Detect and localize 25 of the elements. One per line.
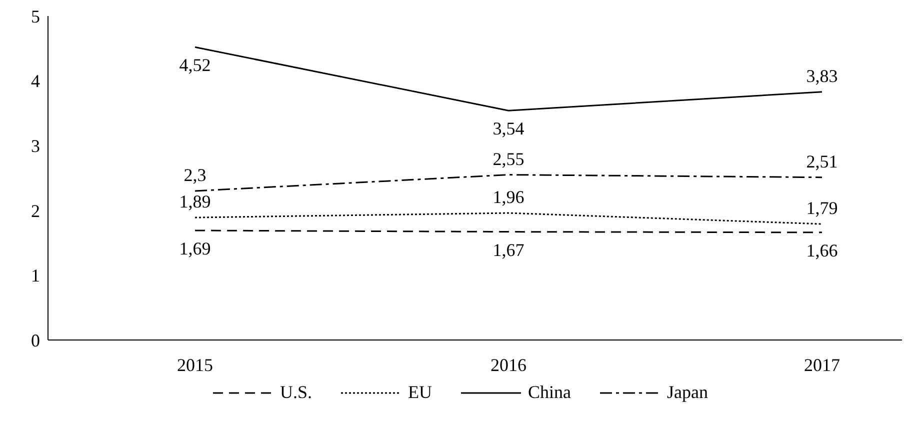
data-label: 2,3 [184, 164, 206, 185]
y-tick-label: 0 [31, 330, 40, 350]
y-tick-label: 5 [31, 6, 40, 26]
y-tick-label: 3 [31, 136, 40, 156]
data-label: 1,67 [492, 240, 524, 260]
x-tick-label: 2017 [804, 354, 840, 375]
legend-label: EU [408, 382, 432, 403]
legend-label: China [528, 382, 572, 403]
y-tick-label: 4 [31, 71, 40, 92]
data-label: 3,83 [806, 66, 838, 86]
data-label: 2,55 [492, 148, 524, 169]
data-label: 3,54 [492, 118, 524, 139]
data-label: 1,96 [492, 186, 524, 207]
data-label: 1,79 [806, 198, 838, 218]
data-label: 1,69 [179, 238, 211, 258]
legend-label: Japan [667, 382, 708, 403]
y-tick-label: 1 [31, 266, 40, 286]
data-label: 1,89 [179, 192, 211, 212]
x-tick-label: 2015 [177, 354, 213, 375]
data-label: 1,66 [806, 240, 838, 260]
data-label: 2,51 [806, 151, 838, 172]
x-tick-label: 2016 [490, 354, 526, 375]
y-tick-label: 2 [31, 200, 40, 221]
legend-label: U.S. [280, 382, 312, 403]
data-label: 4,52 [179, 55, 211, 76]
